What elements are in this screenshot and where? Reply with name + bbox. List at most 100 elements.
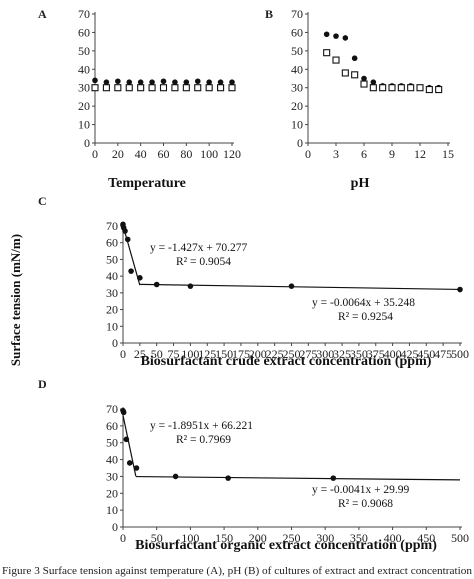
data-point-series-2 [114,84,122,92]
data-point-series-2 [379,84,387,92]
data-point-series-1 [194,78,201,85]
data-point-series-2 [323,49,331,57]
y-tick-label: 60 [291,25,303,39]
x-tick-label: 100 [181,347,199,361]
x-tick-label: 425 [400,347,418,361]
x-tick-label: 15 [442,147,454,161]
data-point-series-1 [187,283,194,289]
y-tick-label: 20 [106,303,118,317]
panel-letter-b: B [265,7,273,21]
data-point-series-2 [332,56,340,64]
y-tick-label: 20 [106,486,118,500]
y-tick-label: 20 [291,99,303,113]
x-tick-label: 80 [180,147,192,161]
data-point-series-1 [183,79,190,85]
data-point-series-1 [206,79,212,85]
y-tick-label: 20 [78,99,90,113]
x-tick-label: 300 [316,347,334,361]
x-tick-label: 12 [414,147,426,161]
x-tick-label: 350 [350,347,368,361]
x-tick-label: 150 [215,347,233,361]
data-point-series-2 [369,84,377,92]
y-tick-label: 70 [106,219,118,233]
x-tick-label: 175 [232,347,250,361]
data-point-series-1 [351,55,358,62]
xlabel-ph: pH [351,176,370,191]
x-tick-label: 3 [333,147,339,161]
data-point-series-2 [182,84,190,92]
data-point-series-1 [137,275,143,281]
regression-equation-1: y = -1.427x + 70.277 [150,242,248,254]
panel-letter-a: A [38,7,47,21]
y-tick-label: 70 [78,7,90,21]
x-tick-label: 275 [299,347,317,361]
plot-panel-b: 0 10 20 30 40 50 60 70 0 3 6 9 12 15 [291,7,454,161]
x-tick-label: 500 [451,347,469,361]
x-tick-label: 350 [350,531,368,545]
x-tick-label: 475 [434,347,452,361]
figure-caption: Figure 3 Surface tension against tempera… [2,565,472,577]
x-tick-label: 500 [451,531,469,545]
y-tick-label: 10 [106,319,118,333]
data-point-series-2 [137,84,145,92]
y-tick-label: 30 [291,81,303,95]
data-point-series-1 [172,79,178,85]
data-point-series-1 [123,436,130,443]
x-tick-label: 200 [249,347,267,361]
x-tick-label: 0 [120,347,126,361]
y-tick-label: 30 [106,469,118,483]
data-point-series-2 [425,86,433,94]
data-point-series-2 [360,80,368,88]
data-point-series-1 [330,475,337,481]
x-tick-label: 0 [305,147,311,161]
trendline-2 [139,283,461,291]
x-tick-label: 0 [120,531,126,545]
data-point-series-2 [159,84,168,92]
x-tick-label: 150 [215,531,233,545]
data-point-series-2 [341,69,349,77]
r-squared-1: R² = 0.9054 [176,256,231,268]
x-tick-label: 200 [249,531,267,545]
trendline-2 [135,475,461,481]
x-tick-label: 60 [158,147,170,161]
xlabel-temperature: Temperature [108,176,186,191]
r-squared-2: R² = 0.9254 [338,311,393,323]
y-tick-label: 40 [291,62,303,76]
x-tick-label: 0 [92,147,98,161]
x-tick-label: 6 [361,147,367,161]
data-point-series-2 [102,84,110,92]
data-point-series-1 [120,409,127,416]
xlabel-crude-extract: Biosurfactant crude extract concentratio… [141,354,432,369]
data-point-series-1 [126,79,133,85]
data-point-series-1 [126,460,133,466]
x-tick-label: 40 [135,147,147,161]
y-tick-label: 10 [291,118,303,132]
y-tick-label: 60 [106,419,118,433]
regression-equation-1: y = -1.8951x + 66.221 [150,420,253,432]
xlabel-organic-extract: Biosurfactant organic extract concentrat… [135,538,437,553]
data-point-series-1 [361,75,367,82]
data-point-series-2 [407,84,415,92]
r-squared-2: R² = 0.9068 [338,498,393,510]
data-point-series-1 [342,35,349,41]
data-point-series-1 [229,79,235,85]
x-tick-label: 400 [384,347,402,361]
y-tick-label: 40 [78,62,90,76]
data-point-series-1 [160,78,167,85]
y-tick-label: 0 [112,520,118,534]
x-tick-label: 9 [389,147,395,161]
y-tick-label: 60 [78,25,90,39]
r-squared-1: R² = 0.7969 [176,434,231,446]
data-point-series-1 [124,236,131,243]
data-point-series-1 [288,283,295,289]
y-tick-label: 40 [106,269,118,283]
data-point-series-2 [194,84,202,92]
data-point-series-1 [115,78,121,85]
trendline-1 [122,225,141,286]
x-tick-label: 450 [417,347,435,361]
data-point-series-2 [228,84,236,92]
data-point-series-1 [225,475,231,481]
